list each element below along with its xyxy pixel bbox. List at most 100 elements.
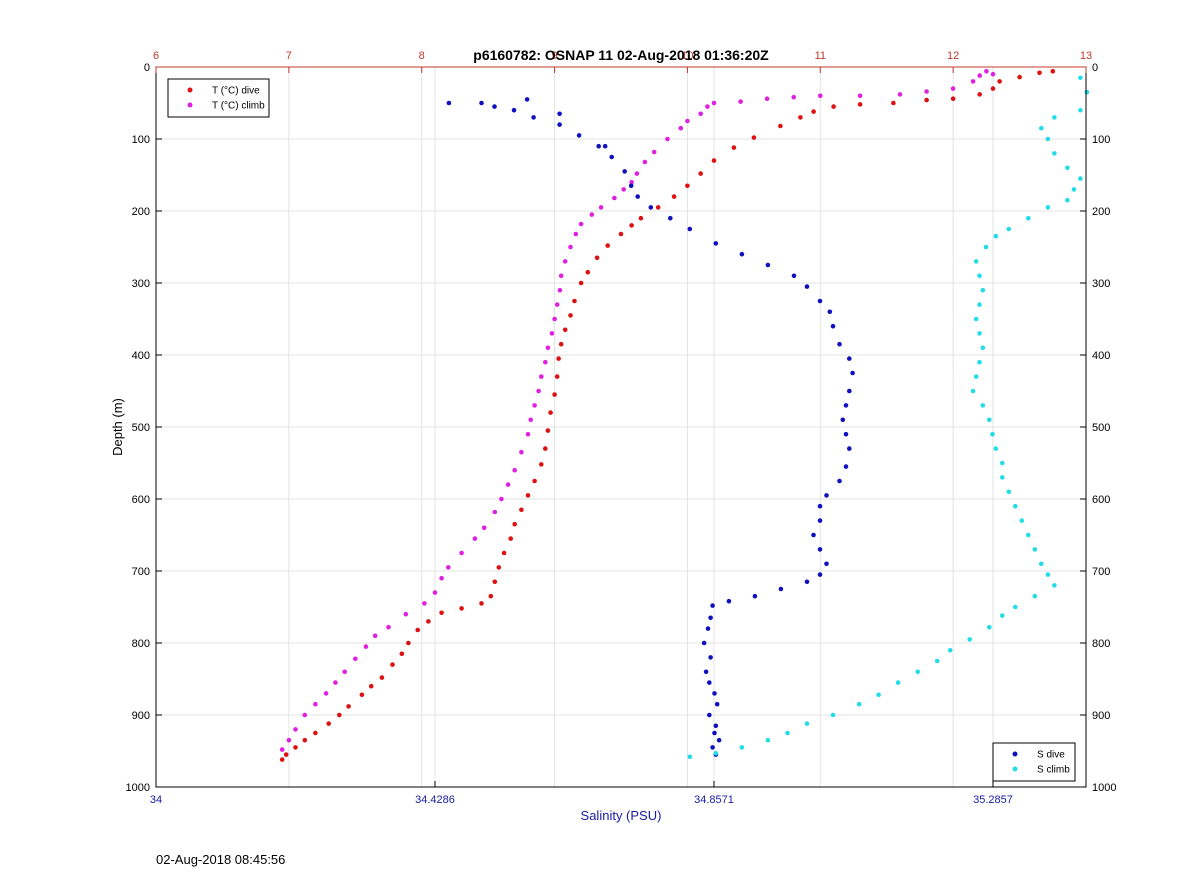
data-point xyxy=(426,619,431,624)
data-point xyxy=(346,704,351,709)
data-point xyxy=(977,73,982,78)
data-point xyxy=(472,536,478,541)
data-point xyxy=(406,640,411,646)
data-point xyxy=(739,251,745,257)
data-point xyxy=(824,493,829,498)
data-point xyxy=(847,446,852,451)
legend-marker xyxy=(1012,751,1018,757)
data-point xyxy=(804,721,810,726)
data-point xyxy=(668,215,673,221)
data-point xyxy=(705,626,711,631)
legend-entry: S climb xyxy=(1037,765,1070,776)
data-point xyxy=(496,565,502,570)
data-point xyxy=(598,205,604,210)
y-tick-label-left: 200 xyxy=(132,206,150,218)
data-point xyxy=(710,745,715,750)
data-point xyxy=(1000,475,1005,480)
x-top-tick-label: 7 xyxy=(286,50,292,62)
data-point xyxy=(481,525,487,531)
data-point xyxy=(707,712,712,718)
data-point xyxy=(293,745,298,750)
data-point xyxy=(1052,151,1057,156)
data-point xyxy=(990,71,996,77)
data-point xyxy=(446,565,451,570)
data-point xyxy=(837,341,842,347)
footer-timestamp: 02-Aug-2018 08:45:56 xyxy=(156,852,286,867)
data-point xyxy=(818,93,823,99)
data-point xyxy=(714,701,720,707)
series-3 xyxy=(687,75,1090,760)
data-point xyxy=(554,374,560,379)
legend-entry: T (°C) climb xyxy=(212,101,265,112)
data-point xyxy=(628,183,634,189)
data-point xyxy=(843,431,849,437)
data-point xyxy=(1052,115,1057,120)
data-point xyxy=(578,280,584,286)
data-point xyxy=(1032,547,1038,552)
data-point xyxy=(698,111,703,117)
data-point xyxy=(642,159,648,165)
data-point xyxy=(701,640,707,646)
y-tick-label-right: 800 xyxy=(1092,638,1110,650)
legend-salinity: S dive S climb xyxy=(992,742,1076,782)
data-point xyxy=(713,723,719,729)
data-point xyxy=(594,255,600,261)
data-point xyxy=(548,410,553,415)
data-point xyxy=(710,603,715,608)
data-point xyxy=(1006,226,1012,232)
legend-box xyxy=(167,78,270,118)
data-point xyxy=(876,692,881,698)
x-bottom-tick-label: 34.4286 xyxy=(415,794,455,806)
legend-entry: T (°C) dive xyxy=(212,86,260,97)
y-tick-label-right: 900 xyxy=(1092,710,1110,722)
data-point xyxy=(1032,593,1038,599)
data-point xyxy=(791,273,797,279)
data-point xyxy=(558,273,564,279)
data-point xyxy=(698,171,703,176)
data-point xyxy=(439,575,444,581)
data-point xyxy=(629,223,634,228)
data-point xyxy=(568,313,573,318)
data-point xyxy=(1050,69,1056,74)
data-point xyxy=(711,100,717,106)
data-point xyxy=(286,737,292,743)
data-point xyxy=(1065,165,1070,171)
data-point xyxy=(970,79,976,84)
data-point xyxy=(390,662,395,667)
data-point xyxy=(562,327,568,333)
data-point xyxy=(1037,70,1042,76)
data-point xyxy=(1017,74,1022,80)
data-point xyxy=(993,233,999,239)
data-point xyxy=(1045,136,1051,142)
data-point xyxy=(368,683,374,689)
data-point xyxy=(446,100,452,106)
data-point xyxy=(326,721,332,726)
data-point xyxy=(528,417,533,423)
y-tick-label-left: 100 xyxy=(132,134,150,146)
data-point xyxy=(403,611,409,617)
data-point xyxy=(531,115,536,120)
data-point xyxy=(977,302,982,307)
data-point xyxy=(629,179,634,185)
data-point xyxy=(685,118,690,124)
data-point xyxy=(897,92,903,97)
data-point xyxy=(557,287,563,293)
data-point xyxy=(973,374,979,379)
data-point xyxy=(302,737,308,743)
legend-marker xyxy=(187,87,193,93)
data-point xyxy=(791,94,796,100)
data-point xyxy=(687,754,693,760)
data-point xyxy=(731,145,737,150)
data-point xyxy=(831,104,836,109)
data-point xyxy=(811,532,816,538)
data-point xyxy=(678,125,684,131)
data-point xyxy=(313,701,318,707)
data-point xyxy=(573,231,579,237)
data-point xyxy=(705,104,710,109)
data-point xyxy=(439,610,444,616)
data-point xyxy=(353,656,358,662)
data-point xyxy=(557,111,562,117)
data-point xyxy=(379,675,385,680)
data-point xyxy=(578,221,584,227)
data-point xyxy=(605,243,610,248)
